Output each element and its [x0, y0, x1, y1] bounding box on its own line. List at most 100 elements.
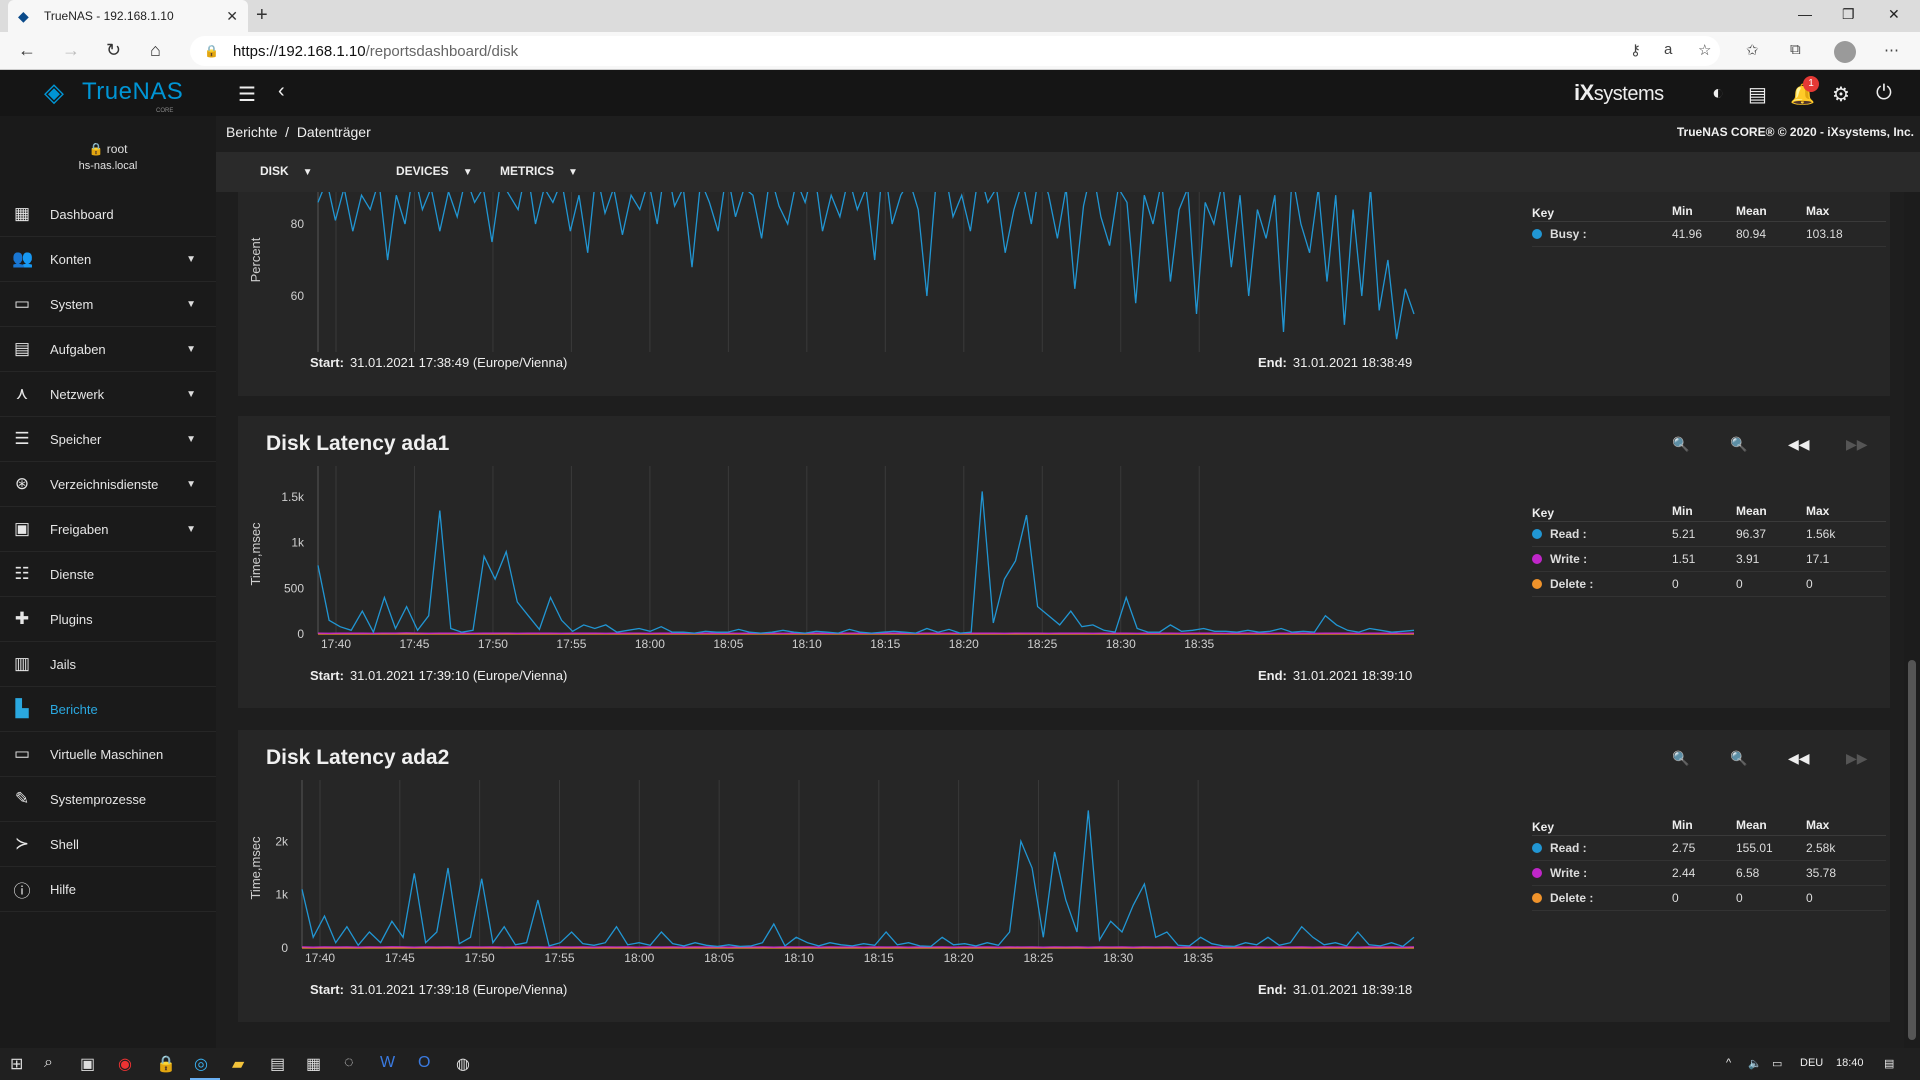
step-back-icon[interactable]: ◀◀ [1788, 436, 1810, 452]
new-tab-icon[interactable]: + [256, 4, 268, 26]
action-center-icon[interactable]: ▤ [1884, 1058, 1895, 1070]
legend-row: Write : 2.44 6.58 35.78 [1532, 861, 1886, 886]
sidebar-item-label: System [50, 296, 94, 312]
x-tick-label: 17:50 [465, 951, 495, 965]
url-input[interactable]: 🔒 https://192.168.1.10/reportsdashboard/… [190, 36, 1720, 66]
home-icon[interactable]: ⌂ [150, 40, 161, 60]
word-icon[interactable]: W [380, 1054, 396, 1071]
search-icon[interactable]: ⌕ [44, 1054, 53, 1071]
outlook-icon[interactable]: O [418, 1054, 431, 1071]
end-label: End: [1258, 355, 1287, 370]
sidebar-item-jails[interactable]: ▥ Jails [0, 642, 216, 687]
collapse-sidebar-icon[interactable]: ‹ [278, 80, 285, 102]
translate-icon[interactable]: a [1664, 41, 1673, 58]
browser-tab[interactable]: ◆ TrueNAS - 192.168.1.10 ✕ [8, 0, 248, 32]
services-icon: ☷ [14, 564, 30, 583]
power-icon[interactable]: ⏻ [1876, 82, 1892, 104]
sidebar-item-system[interactable]: ▭ System ▼ [0, 282, 216, 327]
sidebar-item-konten[interactable]: 👥 Konten ▼ [0, 237, 216, 282]
sidebar-item-systemprozesse[interactable]: ✎ Systemprozesse [0, 777, 216, 822]
volume-icon[interactable]: 🔈 [1748, 1058, 1762, 1070]
truecommand-icon[interactable]: ◐ [1712, 82, 1725, 104]
app-icon[interactable]: ◍ [456, 1056, 470, 1073]
start-value: 31.01.2021 17:38:49 (Europe/Vienna) [349, 355, 568, 370]
forward-icon[interactable]: → [62, 40, 80, 60]
sidebar-item-freigaben[interactable]: ▣ Freigaben ▼ [0, 507, 216, 552]
store-icon[interactable]: ▤ [270, 1056, 286, 1073]
favorites-icon[interactable]: ✩ [1746, 42, 1759, 59]
chart-start: Start: 31.01.2021 17:39:18 (Europe/Vienna… [310, 982, 567, 997]
zoom-out-icon[interactable]: 🔍 [1730, 436, 1748, 452]
calculator-icon[interactable]: ▦ [306, 1056, 322, 1073]
zoom-in-icon[interactable]: 🔍 [1672, 750, 1690, 766]
tray-chevron-icon[interactable]: ^ [1726, 1057, 1732, 1069]
disk-latency-ada2-chart: 17:40 17:45 17:50 17:55 18:00 18:05 18:10 18:15… [248, 780, 1415, 965]
key-icon[interactable]: ⚷ [1630, 42, 1641, 59]
truenas-logo-icon: ◈ [44, 77, 64, 107]
zoom-in-icon[interactable]: 🔍 [1672, 436, 1690, 452]
restore-icon[interactable]: ❐ [1842, 6, 1855, 22]
url-host: https://192.168.1.10 [232, 42, 366, 60]
app-icon[interactable]: ◉ [118, 1056, 132, 1073]
directory-icon[interactable]: ▤ [1748, 84, 1767, 106]
plugins-icon: ✚ [14, 609, 30, 628]
app-icon[interactable]: ◌ [344, 1054, 354, 1071]
collections-icon[interactable]: ⧉ [1790, 41, 1801, 58]
sidebar-item-label: Verzeichnisdienste [50, 476, 159, 492]
step-back-icon[interactable]: ◀◀ [1788, 750, 1810, 766]
language-indicator[interactable]: DEU [1800, 1057, 1824, 1069]
chevron-down-icon: ▼ [568, 167, 578, 178]
sidebar-item-dashboard[interactable]: ▦ Dashboard [0, 192, 216, 237]
reports-content[interactable]: 17:40 17:45 17:50 17:55 18:00 18:05 18:10 18:15… [216, 192, 1904, 1048]
clock[interactable]: 18:40 [1836, 1057, 1864, 1069]
settings-icon[interactable]: ⚙ [1832, 84, 1850, 106]
system-processes-icon: ✎ [14, 789, 30, 808]
edge-icon[interactable]: ◎ [194, 1056, 208, 1073]
step-forward-icon[interactable]: ▶▶ [1846, 436, 1868, 452]
disk-dropdown[interactable]: DISK ▼ [260, 164, 313, 178]
minimize-icon[interactable]: — [1798, 6, 1812, 22]
legend-header-cell: Mean [1736, 818, 1767, 832]
sidebar-item-plugins[interactable]: ✚ Plugins [0, 597, 216, 642]
profile-avatar[interactable] [1834, 41, 1856, 63]
sidebar-item-virtuelle-maschinen[interactable]: ▭ Virtuelle Maschinen [0, 732, 216, 777]
network-tray-icon[interactable]: ▭ [1772, 1058, 1783, 1070]
windows-start-icon[interactable]: ⊞ [10, 1056, 24, 1073]
task-view-icon[interactable]: ▣ [80, 1056, 96, 1073]
back-icon[interactable]: ← [18, 40, 36, 60]
lock-app-icon[interactable]: 🔒 [156, 1056, 176, 1073]
step-forward-icon[interactable]: ▶▶ [1846, 750, 1868, 766]
close-tab-icon[interactable]: ✕ [226, 7, 238, 24]
report-toolbar: DISK ▼ DEVICES ▼ METRICS ▼ [216, 152, 1920, 192]
more-icon[interactable]: ⋯ [1884, 42, 1899, 59]
breadcrumb-parent[interactable]: Berichte [226, 124, 278, 140]
x-tick-label: 17:45 [385, 951, 415, 965]
sidebar-item-berichte[interactable]: ▙ Berichte [0, 687, 216, 732]
sidebar-item-label: Freigaben [50, 521, 109, 537]
favorite-add-icon[interactable]: ☆ [1698, 42, 1712, 59]
scrollbar-thumb[interactable] [1908, 660, 1916, 1040]
sidebar-item-dienste[interactable]: ☷ Dienste [0, 552, 216, 597]
truenas-logo[interactable]: ◈ TrueNAS CORE [44, 77, 183, 114]
close-window-icon[interactable]: ✕ [1888, 6, 1900, 22]
x-tick-label: 17:55 [544, 951, 574, 965]
sidebar-item-speicher[interactable]: ☰ Speicher ▼ [0, 417, 216, 462]
sidebar-item-hilfe[interactable]: ⓘ Hilfe [0, 867, 216, 912]
breadcrumb-current: Datenträger [296, 124, 371, 140]
menu-toggle-icon[interactable]: ☰ [238, 84, 256, 106]
file-explorer-icon[interactable]: ▰ [232, 1056, 245, 1073]
reload-icon[interactable]: ↻ [106, 40, 122, 60]
ixsystems-logo[interactable]: iXsystems [1574, 80, 1664, 106]
sidebar-item-netzwerk[interactable]: ⋏ Netzwerk ▼ [0, 372, 216, 417]
zoom-out-icon[interactable]: 🔍 [1730, 750, 1748, 766]
chart-end: End: 31.01.2021 18:39:18 [1258, 982, 1412, 997]
sidebar-item-aufgaben[interactable]: ▤ Aufgaben ▼ [0, 327, 216, 372]
accounts-icon: 👥 [12, 249, 34, 268]
sidebar-item-verzeichnisdienste[interactable]: ⊛ Verzeichnisdienste ▼ [0, 462, 216, 507]
sidebar-item-shell[interactable]: ≻ Shell [0, 822, 216, 867]
series-color-dot [1532, 554, 1542, 564]
y-tick-label: 80 [291, 217, 305, 231]
metrics-dropdown[interactable]: METRICS ▼ [500, 164, 578, 178]
legend-max: 35.78 [1806, 866, 1837, 880]
devices-dropdown[interactable]: DEVICES ▼ [396, 164, 473, 178]
